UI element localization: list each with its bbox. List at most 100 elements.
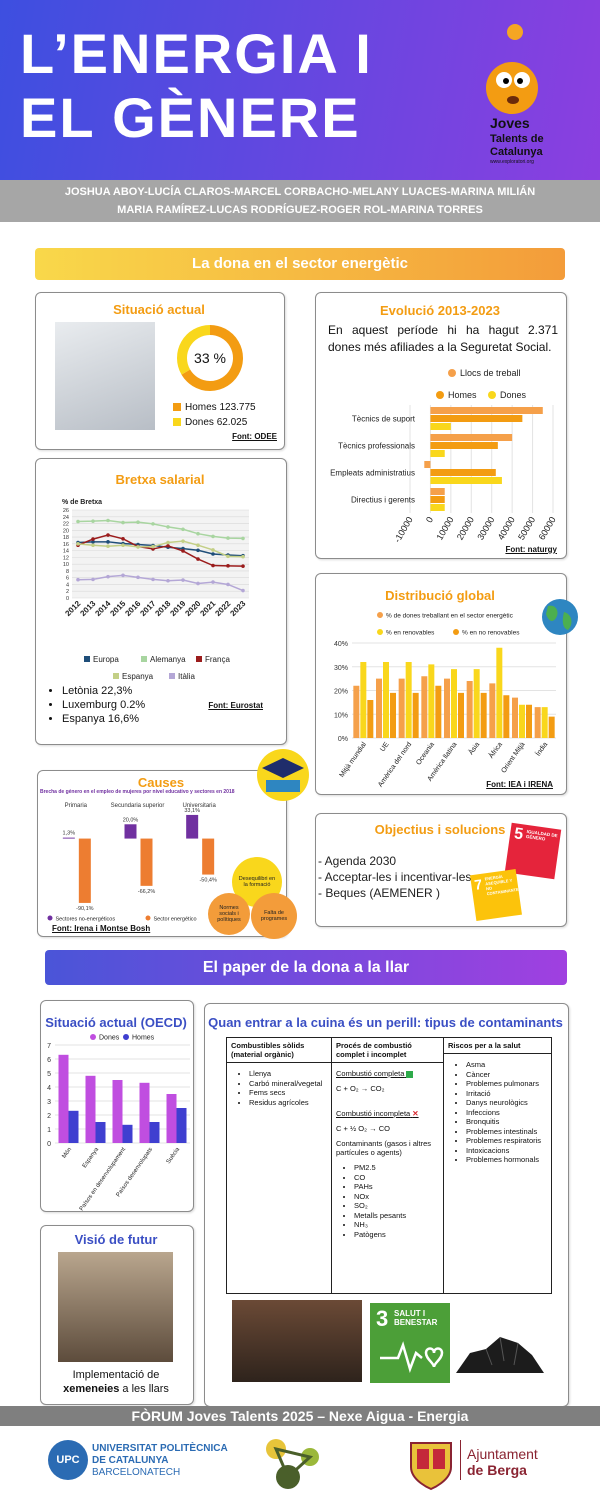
- legend-swatch: [84, 656, 90, 662]
- y-tick-label: 1: [47, 1127, 51, 1134]
- x-tick-label: Universitaria: [182, 803, 216, 809]
- point: [211, 580, 215, 584]
- list-item: Infeccions: [466, 1108, 547, 1118]
- y-tick-label: 26: [63, 508, 69, 514]
- list-item: Carbó mineral/vegetal: [249, 1079, 327, 1089]
- point: [181, 549, 185, 553]
- table-column: Procés de combustió complet i incomplet …: [332, 1038, 444, 1293]
- point: [196, 531, 200, 536]
- list-item: Problemes intestinals: [466, 1127, 547, 1137]
- point: [241, 564, 245, 568]
- sdg-label: SALUT I BENESTAR: [394, 1309, 438, 1327]
- title: L’ENERGIA I EL GÈNERE: [20, 22, 373, 150]
- x-tick-label: Primaria: [65, 803, 88, 809]
- y-tick-label: Empleats administratius: [330, 469, 415, 478]
- y-tick-label: 0: [66, 596, 69, 602]
- title-line: L’ENERGIA I: [20, 22, 373, 85]
- point: [121, 573, 125, 578]
- point: [91, 577, 95, 582]
- y-tick-label: 18: [63, 535, 69, 541]
- factor-circle: Falta de programes: [251, 893, 297, 939]
- card-title: Bretxa salarial: [115, 472, 205, 487]
- series-line: [77, 541, 244, 557]
- point: [196, 557, 200, 561]
- bar: [430, 469, 496, 476]
- x-tick-label: Índia: [533, 740, 549, 758]
- bar: [430, 450, 445, 457]
- bar: [519, 704, 525, 738]
- point: [136, 545, 140, 549]
- point: [166, 525, 170, 529]
- list-item: Càncer: [466, 1070, 547, 1080]
- point: [106, 544, 110, 549]
- x-tick-label: Món: [62, 1147, 74, 1160]
- legend-swatch: [113, 673, 119, 679]
- upc-sub: BARCELONATECH: [92, 1467, 181, 1478]
- legend-label: Alemanya: [150, 655, 186, 664]
- bar: [124, 824, 137, 839]
- donut-center-label: 33 %: [194, 350, 226, 366]
- list: PM2.5COPAHsNOxSO₂Metalls pesantsNH₃Patòg…: [336, 1163, 439, 1239]
- point: [106, 533, 110, 537]
- bar: [376, 678, 382, 738]
- card-title: Evolució 2013-2023: [380, 303, 500, 318]
- point: [91, 543, 95, 547]
- bar: [435, 685, 442, 738]
- point: [211, 552, 215, 556]
- logo-text: Talents de: [490, 133, 544, 145]
- list-item: PAHs: [354, 1182, 439, 1192]
- author-line: MARIA RAMÍREZ-LUCAS RODRÍGUEZ-ROGER ROL-…: [117, 204, 483, 216]
- bar: [541, 707, 548, 738]
- series-line: [77, 540, 244, 558]
- point: [121, 520, 125, 525]
- legend-label: % de dones treballant en el sector energ…: [386, 613, 514, 620]
- x-tick-label: Països en desenvolupament: [79, 1146, 128, 1212]
- chart-title: Brecha de género en el empleo de mujeres…: [40, 789, 235, 795]
- list-item: Espanya 16,6%: [62, 712, 145, 726]
- legend-label: % en no renovables: [462, 630, 520, 637]
- y-tick-label: 20: [63, 528, 69, 534]
- bar: [176, 1108, 187, 1143]
- legend-label: França: [205, 655, 230, 664]
- factor-label: Falta de programes: [260, 910, 288, 922]
- legend-swatch: [47, 915, 53, 921]
- x-tick-label: 2020: [183, 599, 202, 618]
- bar: [360, 662, 367, 738]
- y-tick-label: 14: [63, 549, 69, 555]
- x-tick-label: UE: [379, 741, 391, 753]
- legend-swatch: [169, 673, 175, 679]
- y-tick-label: 5: [47, 1071, 51, 1078]
- y-tick-label: 4: [47, 1085, 51, 1092]
- bar: [548, 716, 555, 738]
- bar: [353, 685, 360, 738]
- point: [76, 542, 80, 546]
- list-item: Problemes pulmonars: [466, 1079, 547, 1089]
- x-tick-label: 2023: [228, 599, 247, 618]
- berga-shield: [410, 1442, 452, 1491]
- y-tick-label: Directius i gerents: [351, 496, 415, 505]
- y-tick-label: 0: [47, 1141, 51, 1148]
- bar: [405, 662, 412, 738]
- point: [241, 536, 245, 541]
- list-item: Fems secs: [249, 1088, 327, 1098]
- bar: [430, 504, 445, 511]
- point: [106, 540, 110, 544]
- bar: [390, 692, 396, 738]
- table-column: Combustibles sòlids (material orgànic) L…: [227, 1038, 332, 1293]
- x-tick-label: 2016: [123, 599, 142, 618]
- list-item: PM2.5: [354, 1163, 439, 1173]
- authors: JOSHUA ABOY-LUCÍA CLAROS-MARCEL CORBACHO…: [0, 180, 600, 222]
- legend-swatch: [448, 369, 456, 377]
- point: [196, 581, 200, 586]
- point: [151, 577, 155, 582]
- legend-label: Dones: [500, 390, 527, 400]
- legend-label: Espanya: [122, 672, 154, 681]
- data-label: -50,4%: [199, 878, 217, 884]
- bar: [139, 1082, 150, 1143]
- table-header: Combustibles sòlids (material orgànic): [227, 1038, 331, 1063]
- legend-label: Sectores no-energéticos: [56, 917, 116, 923]
- x-tick-label: 2014: [93, 599, 112, 618]
- section-banner: El paper de la dona a la llar: [45, 950, 567, 985]
- paragraph: En aquest període hi ha hagut 2.371 done…: [328, 323, 558, 354]
- label: Combustió incompleta: [336, 1109, 411, 1118]
